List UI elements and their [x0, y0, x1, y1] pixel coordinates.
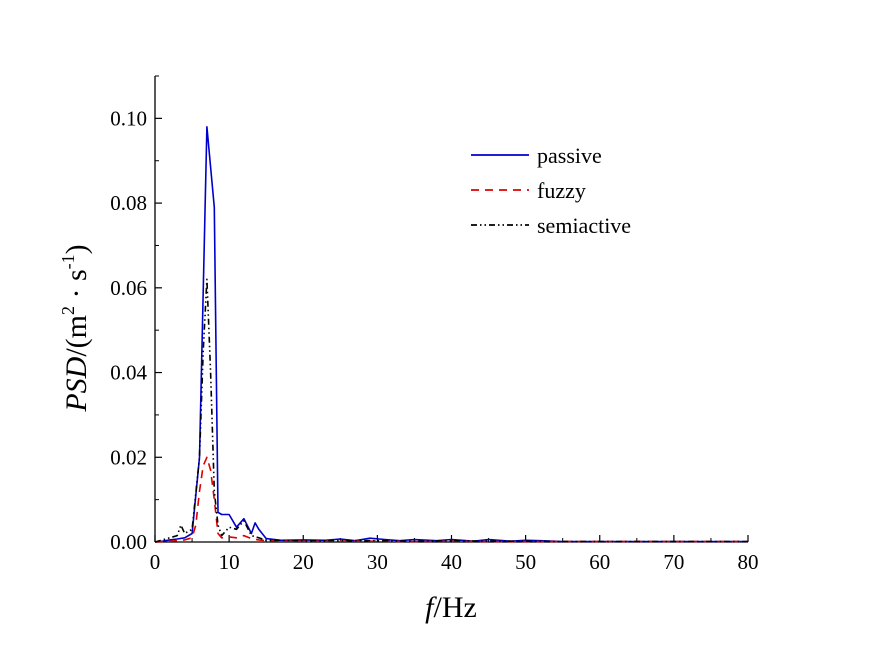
y-axis-title: PSD/(m2 · s-1): [58, 244, 93, 412]
y-tick-label: 0.06: [110, 276, 147, 300]
x-tick-label: 30: [367, 550, 388, 574]
x-axis-unit: /Hz: [434, 591, 477, 624]
legend-label-semiactive: semiactive: [537, 213, 631, 238]
y-tick-label: 0.10: [110, 106, 147, 130]
x-tick-label: 0: [150, 550, 161, 574]
legend: passive fuzzy semiactive: [471, 143, 631, 238]
axes: 0 10 20 30 40 50 60 70 80 0.000.020.040.060.080.…: [110, 75, 759, 574]
x-tick-label: 60: [589, 550, 610, 574]
series-layer: [154, 126, 748, 543]
x-tick-label: 80: [738, 550, 759, 574]
y-tick-label: 0.04: [110, 361, 147, 385]
y-axis-unit-prefix: /(m: [60, 315, 93, 357]
x-tick-label: 40: [441, 550, 462, 574]
series-line-passive: [154, 126, 748, 543]
x-tick-label: 70: [663, 550, 684, 574]
series-line-fuzzy: [154, 456, 748, 543]
legend-label-fuzzy: fuzzy: [537, 178, 586, 203]
x-tick-label: 50: [515, 550, 536, 574]
x-tick-label: 20: [293, 550, 314, 574]
y-axis-superscript-minus1: -1: [58, 254, 78, 269]
y-tick-label: 0.00: [110, 530, 147, 554]
x-tick-label: 10: [219, 550, 240, 574]
legend-label-passive: passive: [537, 143, 602, 168]
y-axis-superscript-2: 2: [58, 306, 78, 315]
y-ticks: 0.00 0.02 0.04 0.06 0.08 0.10: [110, 75, 162, 554]
y-axis-variable: PSD: [60, 356, 93, 412]
x-axis-title: f/Hz: [425, 591, 477, 624]
y-axis-unit-suffix: ): [60, 244, 93, 254]
y-tick-label: 0.08: [110, 191, 147, 215]
y-tick-label: 0.02: [110, 445, 147, 469]
y-axis-unit-mid: · s: [60, 269, 93, 306]
series-line-semiactive: [154, 278, 748, 543]
